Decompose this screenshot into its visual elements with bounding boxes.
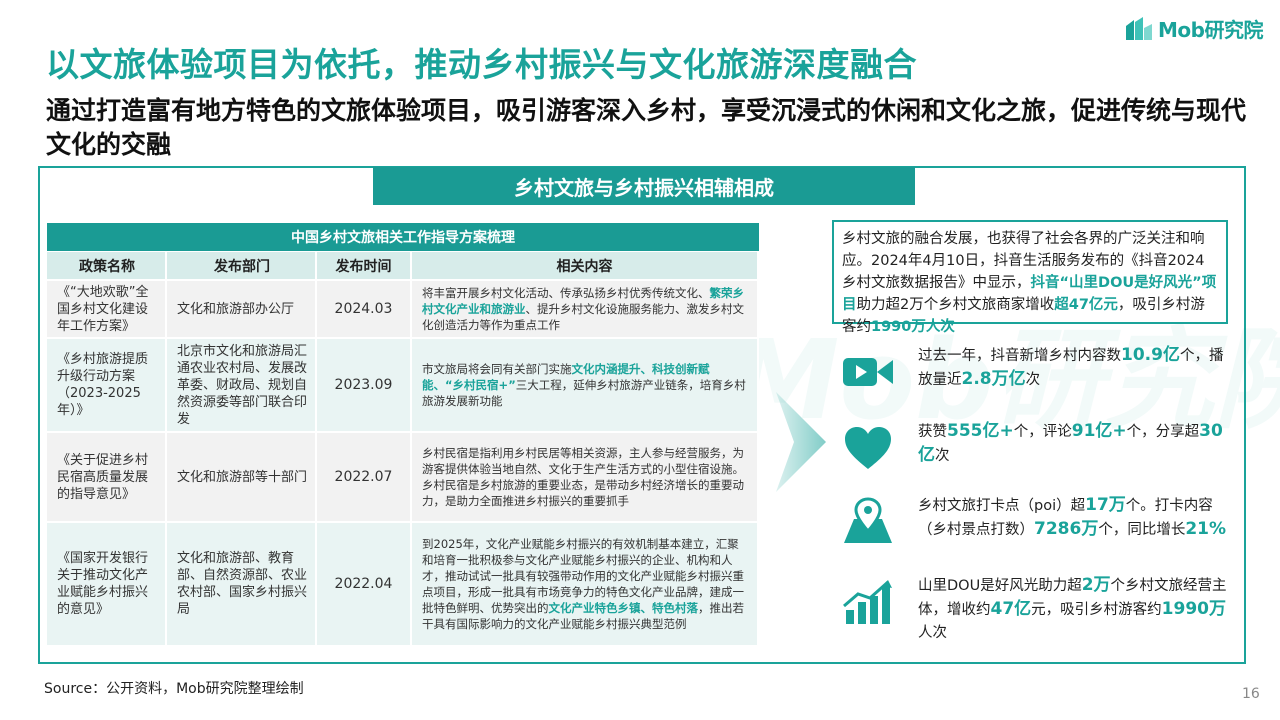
table-title: 中国乡村文旅相关工作指导方案梳理 <box>47 223 759 251</box>
text-segment: 乡村文旅打卡点（poi）超 <box>918 498 1086 514</box>
text-segment: 乡村文旅的融合发展，也获得了社会各界的广泛关注和响应。2024年4月10日，抖音… <box>842 231 1205 291</box>
policy-table: 政策名称 发布部门 发布时间 相关内容 《“大地欢歌”全国乡村文化建设年工作方案… <box>47 252 759 645</box>
page-title: 以文旅体验项目为依托，推动乡村振兴与文化旅游深度融合 <box>46 45 917 84</box>
text-segment: 个，评论 <box>1013 424 1072 440</box>
page-number: 16 <box>1242 686 1260 702</box>
stat-value: 555亿+ <box>947 421 1014 441</box>
stat-text: 获赞555亿+个，评论91亿+个，分享超30亿次 <box>918 420 1228 468</box>
header-date: 发布时间 <box>317 252 412 279</box>
map-pin-icon <box>840 494 896 550</box>
text-segment: 过去一年，抖音新增乡村内容数 <box>918 348 1121 364</box>
text-segment: 人次 <box>918 625 947 641</box>
text-segment: 乡村民宿是指利用乡村民居等相关资源，主人参与经营服务，为游客提供体验当地自然、文… <box>422 446 744 508</box>
text-segment: 到2025年，文化产业赋能乡村振兴的有效机制基本建立，汇聚和培育一批积极参与文化… <box>422 537 744 615</box>
text-segment: 次 <box>1025 372 1041 388</box>
table-header-row: 政策名称 发布部门 发布时间 相关内容 <box>47 252 759 279</box>
stat-value: 10.9亿 <box>1121 345 1180 365</box>
text-segment: 获赞 <box>918 424 947 440</box>
source-note: Source：公开资料，Mob研究院整理绘制 <box>44 681 304 697</box>
stat-text: 过去一年，抖音新增乡村内容数10.9亿个，播放量近2.8万亿次 <box>918 344 1228 392</box>
watermark: Mob研究院 <box>730 316 1280 444</box>
stat-value: 21% <box>1185 519 1227 539</box>
text-segment: 个乡村文旅经营主体，增收约 <box>918 578 1227 618</box>
stat-value: 7286万 <box>1034 519 1099 539</box>
stat-value: 91亿+ <box>1071 421 1127 441</box>
brand-logo: Mob研究院 <box>1124 14 1263 43</box>
content-cell: 将丰富开展乡村文化活动、传承弘扬乡村优秀传统文化、繁荣乡村文化产业和旅游业、提升… <box>412 279 759 337</box>
text-segment: 将丰富开展乡村文化活动、传承弘扬乡村优秀传统文化、 <box>422 286 710 300</box>
date-cell: 2022.07 <box>317 431 412 521</box>
page-subtitle: 通过打造富有地方特色的文旅体验项目，吸引游客深入乡村，享受沉浸式的休闲和文化之旅… <box>46 96 1247 159</box>
text-segment: ，推出若干具有国际影响力的文化产业赋能乡村振兴典型范例 <box>422 601 744 631</box>
text-segment: 次 <box>935 448 950 464</box>
highlight-text: 1990万人次 <box>871 319 955 335</box>
arrow-right-icon <box>776 392 826 492</box>
header-content: 相关内容 <box>412 252 759 279</box>
policy-name-cell: 《“大地欢歌”全国乡村文化建设年工作方案》 <box>47 279 167 337</box>
content-cell: 到2025年，文化产业赋能乡村振兴的有效机制基本建立，汇聚和培育一批积极参与文化… <box>412 521 759 645</box>
table-row: 《关于促进乡村民宿高质量发展的指导意见》 文化和旅游部等十部门 2022.07 乡村民… <box>47 431 759 521</box>
stat-value: 2.8万亿 <box>961 369 1026 389</box>
highlight-text: 文化内涵提升、科技创新赋能、“乡村民宿+” <box>422 362 710 392</box>
content-cell: 乡村民宿是指利用乡村民居等相关资源，主人参与经营服务，为游客提供体验当地自然、文… <box>412 431 759 521</box>
growth-chart-icon <box>840 574 896 630</box>
table-row: 《国家开发银行关于推动文化产业赋能乡村振兴的意见》 文化和旅游部、教育部、自然资源… <box>47 521 759 645</box>
text-segment: 山里DOU是好风光助力超 <box>918 578 1082 594</box>
date-cell: 2022.04 <box>317 521 412 645</box>
video-camera-icon <box>840 344 896 400</box>
text-segment: 个，同比增长 <box>1098 522 1186 538</box>
stat-value: 1990万 <box>1161 599 1226 619</box>
stat-value: 2万 <box>1081 575 1111 595</box>
department-cell: 文化和旅游部等十部门 <box>167 431 317 521</box>
header-department: 发布部门 <box>167 252 317 279</box>
stat-value: 30亿 <box>918 421 1223 465</box>
date-cell: 2023.09 <box>317 337 412 431</box>
text-segment: 三大工程，延伸乡村旅游产业链条，培育乡村旅游发展新功能 <box>422 378 746 408</box>
text-segment: 个，分享超 <box>1126 424 1200 440</box>
text-segment: 市文旅局将会同有关部门实施 <box>422 362 572 376</box>
date-cell: 2024.03 <box>317 279 412 337</box>
highlight-text: 超47亿元 <box>1054 297 1118 313</box>
highlight-text: 繁荣乡村文化产业和旅游业 <box>422 286 744 316</box>
department-cell: 文化和旅游部、教育部、自然资源部、农业农村部、国家乡村振兴局 <box>167 521 317 645</box>
department-cell: 北京市文化和旅游局汇通农业农村局、发展改革委、财政局、规划自然资源委等部门联合印… <box>167 337 317 431</box>
douyin-report-callout: 乡村文旅的融合发展，也获得了社会各界的广泛关注和响应。2024年4月10日，抖音… <box>832 220 1228 335</box>
content-cell: 市文旅局将会同有关部门实施文化内涵提升、科技创新赋能、“乡村民宿+”三大工程，延… <box>412 337 759 431</box>
policy-name-cell: 《关于促进乡村民宿高质量发展的指导意见》 <box>47 431 167 521</box>
table-row: 《“大地欢歌”全国乡村文化建设年工作方案》 文化和旅游部办公厅 2024.03 将丰富… <box>47 279 759 337</box>
header-policy-name: 政策名称 <box>47 252 167 279</box>
text-segment: 个，播放量近 <box>918 348 1224 388</box>
stat-text: 山里DOU是好风光助力超2万个乡村文旅经营主体，增收约47亿元，吸引乡村游客约1… <box>918 574 1228 645</box>
department-cell: 文化和旅游部办公厅 <box>167 279 317 337</box>
text-segment: 、提升乡村文化设施服务能力、激发乡村文化创造活力等作为重点工作 <box>422 302 744 332</box>
policy-name-cell: 《国家开发银行关于推动文化产业赋能乡村振兴的意见》 <box>47 521 167 645</box>
stat-text: 乡村文旅打卡点（poi）超17万个。打卡内容（乡村景点打数）7286万个，同比增… <box>918 494 1228 542</box>
highlight-text: 文化产业特色乡镇、特色村落 <box>548 601 699 615</box>
text-segment: 个。打卡内容（乡村景点打数） <box>918 498 1213 538</box>
heart-icon <box>840 420 896 476</box>
stat-value: 17万 <box>1085 495 1126 515</box>
highlight-text: 抖音“山里DOU是好风光”项目 <box>842 275 1217 313</box>
logo-mark-icon <box>1126 16 1152 40</box>
stat-value: 47亿 <box>990 599 1032 619</box>
text-segment: 助力超2万个乡村文旅商家增收 <box>856 297 1055 313</box>
table-row: 《乡村旅游提质升级行动方案（2023-2025年）》 北京市文化和旅游局汇通农业农… <box>47 337 759 431</box>
policy-name-cell: 《乡村旅游提质升级行动方案（2023-2025年）》 <box>47 337 167 431</box>
text-segment: ，吸引乡村游客约 <box>842 297 1205 335</box>
text-segment: 元，吸引乡村游客约 <box>1031 602 1162 618</box>
logo-text: Mob研究院 <box>1158 18 1263 42</box>
section-banner: 乡村文旅与乡村振兴相辅相成 <box>373 167 915 205</box>
